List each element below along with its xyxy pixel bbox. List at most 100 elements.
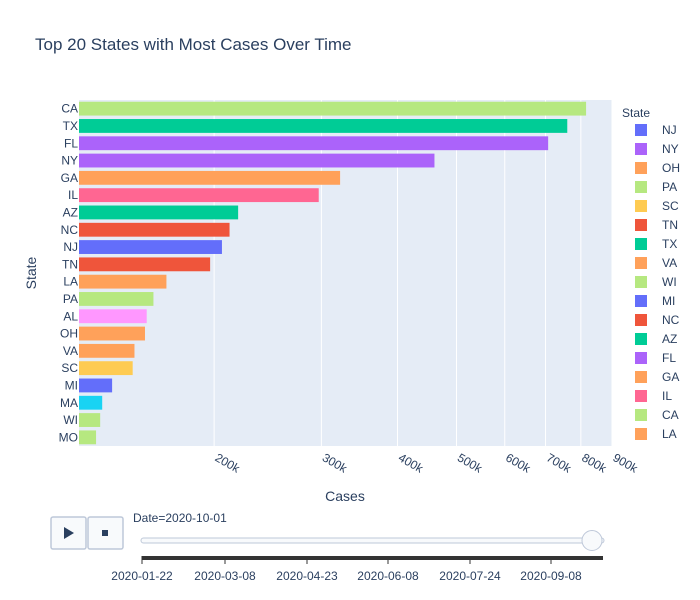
- x-tick-label: 700k: [544, 450, 574, 476]
- legend-item-az[interactable]: AZ: [635, 332, 677, 346]
- legend-swatch: [635, 257, 647, 269]
- legend-label: NC: [662, 313, 680, 327]
- x-tick-label: 900k: [611, 450, 641, 476]
- play-icon: [64, 527, 74, 539]
- legend-swatch: [635, 219, 647, 231]
- legend-label: IL: [662, 389, 672, 403]
- legend-item-tn[interactable]: TN: [635, 218, 678, 232]
- play-button[interactable]: [50, 516, 87, 550]
- y-tick-label: NY: [61, 154, 78, 168]
- bar-nj: [79, 240, 222, 254]
- slider-tick-label: 2020-09-08: [520, 569, 582, 583]
- bar-al: [79, 309, 147, 324]
- legend-swatch: [635, 409, 647, 421]
- bar-il: [79, 188, 319, 203]
- bar-sc: [79, 361, 133, 376]
- legend-label: NY: [662, 142, 679, 156]
- legend-item-il[interactable]: IL: [635, 389, 672, 403]
- legend-swatch: [635, 333, 647, 345]
- x-tick-label: 600k: [503, 450, 533, 476]
- legend-swatch: [635, 295, 647, 307]
- legend-item-tx[interactable]: TX: [635, 237, 677, 251]
- bar-fl: [79, 136, 549, 151]
- y-tick-label: TN: [62, 257, 78, 271]
- y-tick-label: MI: [65, 378, 78, 392]
- legend-item-la[interactable]: LA: [635, 427, 677, 441]
- legend-item-ny[interactable]: NY: [635, 142, 679, 156]
- y-tick-label: MO: [59, 430, 78, 444]
- legend-label: NJ: [662, 123, 677, 137]
- y-tick-label: LA: [63, 275, 78, 289]
- legend-label: PA: [662, 180, 677, 194]
- legend-item-wi[interactable]: WI: [635, 275, 677, 289]
- bar-ca: [79, 101, 587, 116]
- slider-handle[interactable]: [581, 530, 603, 551]
- legend-item-oh[interactable]: OH: [635, 161, 680, 175]
- legend-item-va[interactable]: VA: [635, 256, 677, 270]
- legend-label: TN: [662, 218, 678, 232]
- legend-label: WI: [662, 275, 677, 289]
- legend-item-ga[interactable]: GA: [635, 370, 679, 384]
- y-axis-ticks: CA TX FL NY GA IL AZ NC NJ TN LA PA AL OH VA SC MI MA WI MO: [59, 102, 79, 445]
- x-axis-title: Cases: [325, 488, 365, 504]
- legend-item-mi[interactable]: MI: [635, 294, 675, 308]
- legend-swatch: [635, 143, 647, 155]
- legend-item-sc[interactable]: SC: [635, 199, 679, 213]
- slider-tick-label: 2020-06-08: [357, 569, 419, 583]
- legend: NJ NY OH PA SC TN TX VA WI MI NC AZ FL GA IL CA LA: [635, 123, 680, 441]
- bar-mo: [79, 430, 97, 445]
- x-tick-label: 200k: [213, 450, 243, 476]
- y-tick-label: WI: [63, 413, 78, 427]
- bar-wi: [79, 413, 101, 427]
- legend-swatch: [635, 124, 647, 136]
- y-tick-label: AL: [63, 309, 78, 323]
- y-tick-label: CA: [61, 102, 78, 116]
- bar-tx: [79, 119, 568, 133]
- legend-swatch: [635, 428, 647, 440]
- y-tick-label: MA: [60, 396, 78, 410]
- legend-item-nc[interactable]: NC: [635, 313, 680, 327]
- legend-label: FL: [662, 351, 676, 365]
- legend-label: AZ: [662, 332, 677, 346]
- legend-swatch: [635, 371, 647, 383]
- bar-ga: [79, 170, 341, 185]
- bar-pa: [79, 292, 154, 306]
- bar-az: [79, 205, 239, 220]
- legend-swatch: [635, 181, 647, 193]
- chart-title: Top 20 States with Most Cases Over Time: [35, 35, 352, 54]
- legend-swatch: [635, 352, 647, 364]
- y-tick-label: IL: [68, 188, 78, 202]
- bar-mi: [79, 378, 113, 393]
- legend-label: VA: [662, 256, 677, 270]
- bar-ma: [79, 395, 103, 410]
- stop-icon: [102, 530, 108, 536]
- legend-item-nj[interactable]: NJ: [635, 123, 677, 137]
- stop-button[interactable]: [87, 516, 124, 550]
- legend-label: TX: [662, 237, 677, 251]
- legend-label: GA: [662, 370, 679, 384]
- slider-track[interactable]: [140, 537, 605, 544]
- plot-area: [79, 100, 612, 446]
- legend-item-fl[interactable]: FL: [635, 351, 676, 365]
- y-axis-title: State: [23, 256, 39, 289]
- x-tick-label: 800k: [579, 450, 609, 476]
- y-tick-label: VA: [63, 344, 78, 358]
- legend-label: MI: [662, 294, 675, 308]
- y-tick-label: AZ: [63, 205, 78, 219]
- y-tick-label: FL: [64, 136, 78, 150]
- legend-swatch: [635, 390, 647, 402]
- slider-tick-label: 2020-04-23: [276, 569, 338, 583]
- current-frame-label: Date=2020-10-01: [133, 511, 227, 525]
- y-tick-label: OH: [60, 327, 78, 341]
- legend-label: LA: [662, 427, 677, 441]
- bar-oh: [79, 326, 145, 341]
- legend-swatch: [635, 238, 647, 250]
- legend-item-ca[interactable]: CA: [635, 408, 679, 422]
- legend-title: State: [622, 106, 650, 120]
- legend-label: CA: [662, 408, 679, 422]
- legend-item-pa[interactable]: PA: [635, 180, 677, 194]
- slider-ticks: 2020-01-22 2020-03-08 2020-04-23 2020-06-08…: [111, 556, 582, 583]
- legend-swatch: [635, 162, 647, 174]
- y-tick-label: TX: [63, 119, 78, 133]
